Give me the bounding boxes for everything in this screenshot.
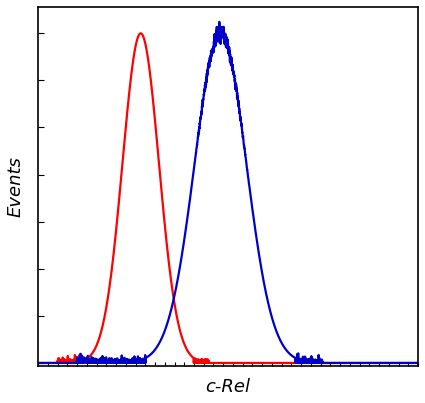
Y-axis label: Events: Events <box>7 156 25 217</box>
X-axis label: c-Rel: c-Rel <box>206 378 251 396</box>
